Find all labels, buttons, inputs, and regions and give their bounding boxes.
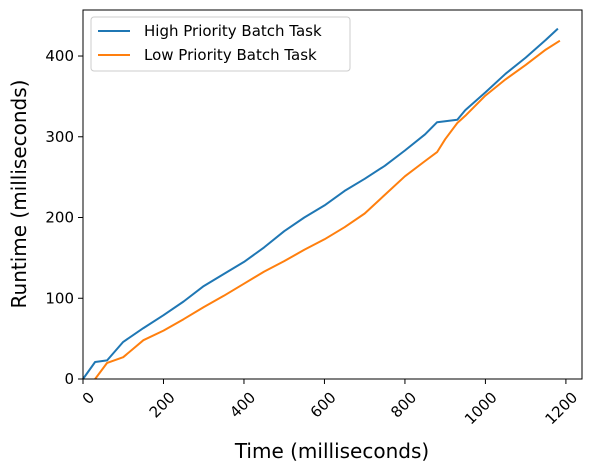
series-line-0 [82,27,559,380]
x-tick-label: 0 [79,389,98,408]
x-axis-label: Time (milliseconds) [234,439,429,463]
plot-frame [82,9,583,380]
x-axis: 0 200 400 600 800 1000 1200 [79,379,581,428]
y-tick-label: 100 [45,289,74,307]
series-layer [82,27,561,380]
y-tick-label: 300 [45,128,74,146]
y-axis-label: Runtime (milliseconds) [7,80,31,309]
series-line-1 [94,39,561,380]
x-tick-label: 800 [387,389,420,422]
legend-box [90,16,351,72]
x-tick-label: 600 [307,389,340,422]
x-tick-label: 1000 [461,389,501,429]
y-tick-label: 400 [45,47,74,65]
y-tick-label: 200 [45,209,74,227]
x-tick-label: 200 [146,389,179,422]
x-tick-label: 1200 [541,389,581,429]
y-tick-label: 0 [64,370,74,388]
y-axis: 0 100 200 300 400 [45,47,83,388]
x-tick-label: 400 [226,389,259,422]
legend-label-high-priority: High Priority Batch Task [144,22,322,40]
legend-label-low-priority: Low Priority Batch Task [144,46,317,64]
legend: High Priority Batch Task Low Priority Ba… [90,16,351,72]
